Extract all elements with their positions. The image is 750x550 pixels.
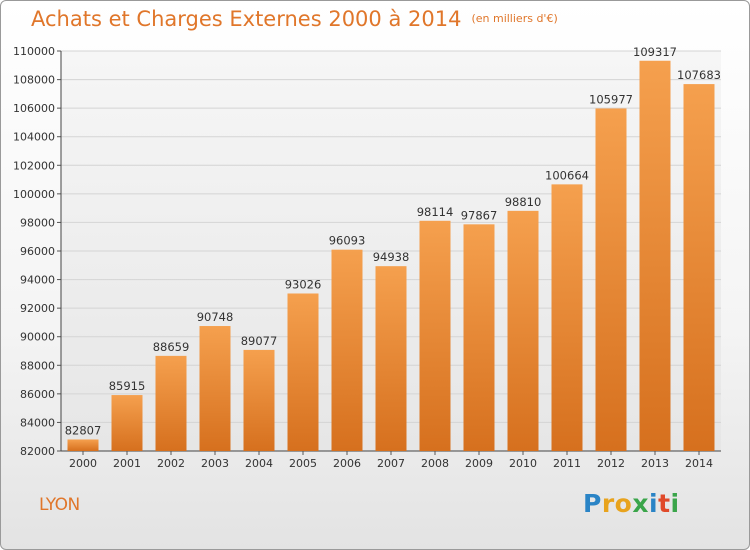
value-label-2011: 100664 (545, 168, 589, 182)
bar-2001 (111, 395, 143, 451)
x-tick-label-2011: 2011 (553, 457, 581, 470)
x-tick-label-2008: 2008 (421, 457, 449, 470)
x-tick-label-2009: 2009 (465, 457, 493, 470)
y-tick-label: 94000 (20, 274, 55, 287)
y-tick-label: 88000 (20, 359, 55, 372)
proxiti-logo-letter: P (583, 489, 602, 518)
value-label-2004: 89077 (241, 334, 278, 348)
bar-2008 (419, 220, 451, 451)
y-tick-label: 102000 (13, 159, 55, 172)
value-label-2001: 85915 (109, 379, 146, 393)
y-tick-label: 110000 (13, 45, 55, 58)
x-tick-label-2014: 2014 (685, 457, 713, 470)
y-tick-label: 82000 (20, 445, 55, 458)
value-label-2002: 88659 (153, 340, 190, 354)
value-label-2009: 97867 (461, 208, 498, 222)
bar-2005 (287, 293, 319, 451)
value-label-2013: 109317 (633, 45, 677, 59)
x-tick-label-2005: 2005 (289, 457, 317, 470)
bar-2002 (155, 355, 187, 451)
value-label-2005: 93026 (285, 277, 322, 291)
proxiti-logo-letter: t (658, 489, 671, 518)
bar-2003 (199, 326, 231, 451)
x-tick-label-2004: 2004 (245, 457, 273, 470)
chart-title: Achats et Charges Externes 2000 à 2014 (31, 7, 462, 31)
bar-2013 (639, 60, 671, 451)
x-tick-label-2006: 2006 (333, 457, 361, 470)
proxiti-logo-letter: i (649, 489, 659, 518)
chart-title-block: Achats et Charges Externes 2000 à 2014 (e… (31, 7, 558, 31)
x-tick-label-2012: 2012 (597, 457, 625, 470)
x-tick-label-2001: 2001 (113, 457, 141, 470)
x-tick-label-2013: 2013 (641, 457, 669, 470)
value-label-2012: 105977 (589, 92, 633, 106)
bar-2006 (331, 249, 363, 451)
y-tick-label: 96000 (20, 245, 55, 258)
value-label-2010: 98810 (505, 195, 542, 209)
bar-2004 (243, 349, 275, 451)
y-tick-label: 86000 (20, 388, 55, 401)
proxiti-logo-letter: i (670, 489, 680, 518)
x-tick-label-2002: 2002 (157, 457, 185, 470)
y-tick-label: 104000 (13, 131, 55, 144)
bar-2007 (375, 266, 407, 451)
proxiti-logo-letter: r (601, 489, 615, 518)
value-label-2003: 90748 (197, 310, 234, 324)
bar-2014 (683, 84, 715, 451)
proxiti-logo-letter: x (632, 489, 649, 518)
x-tick-label-2003: 2003 (201, 457, 229, 470)
proxiti-logo: Proxiti (583, 489, 680, 518)
x-tick-label-2010: 2010 (509, 457, 537, 470)
y-tick-label: 106000 (13, 102, 55, 115)
value-label-2000: 82807 (65, 423, 102, 437)
city-label: LYON (39, 495, 80, 515)
bar-2010 (507, 210, 539, 451)
y-tick-label: 98000 (20, 216, 55, 229)
bar-2012 (595, 108, 627, 451)
y-tick-label: 92000 (20, 302, 55, 315)
bar-2000 (67, 439, 99, 451)
proxiti-logo-letter: o (614, 489, 633, 518)
value-label-2006: 96093 (329, 234, 366, 248)
bar-2009 (463, 224, 495, 451)
value-label-2014: 107683 (677, 68, 721, 82)
value-label-2008: 98114 (417, 205, 454, 219)
y-tick-label: 108000 (13, 74, 55, 87)
x-tick-label-2000: 2000 (69, 457, 97, 470)
x-tick-label-2007: 2007 (377, 457, 405, 470)
y-tick-label: 84000 (20, 416, 55, 429)
value-label-2007: 94938 (373, 250, 410, 264)
y-tick-label: 100000 (13, 188, 55, 201)
bar-2011 (551, 184, 583, 451)
y-tick-label: 90000 (20, 331, 55, 344)
chart-subtitle: (en milliers d'€) (471, 12, 558, 25)
